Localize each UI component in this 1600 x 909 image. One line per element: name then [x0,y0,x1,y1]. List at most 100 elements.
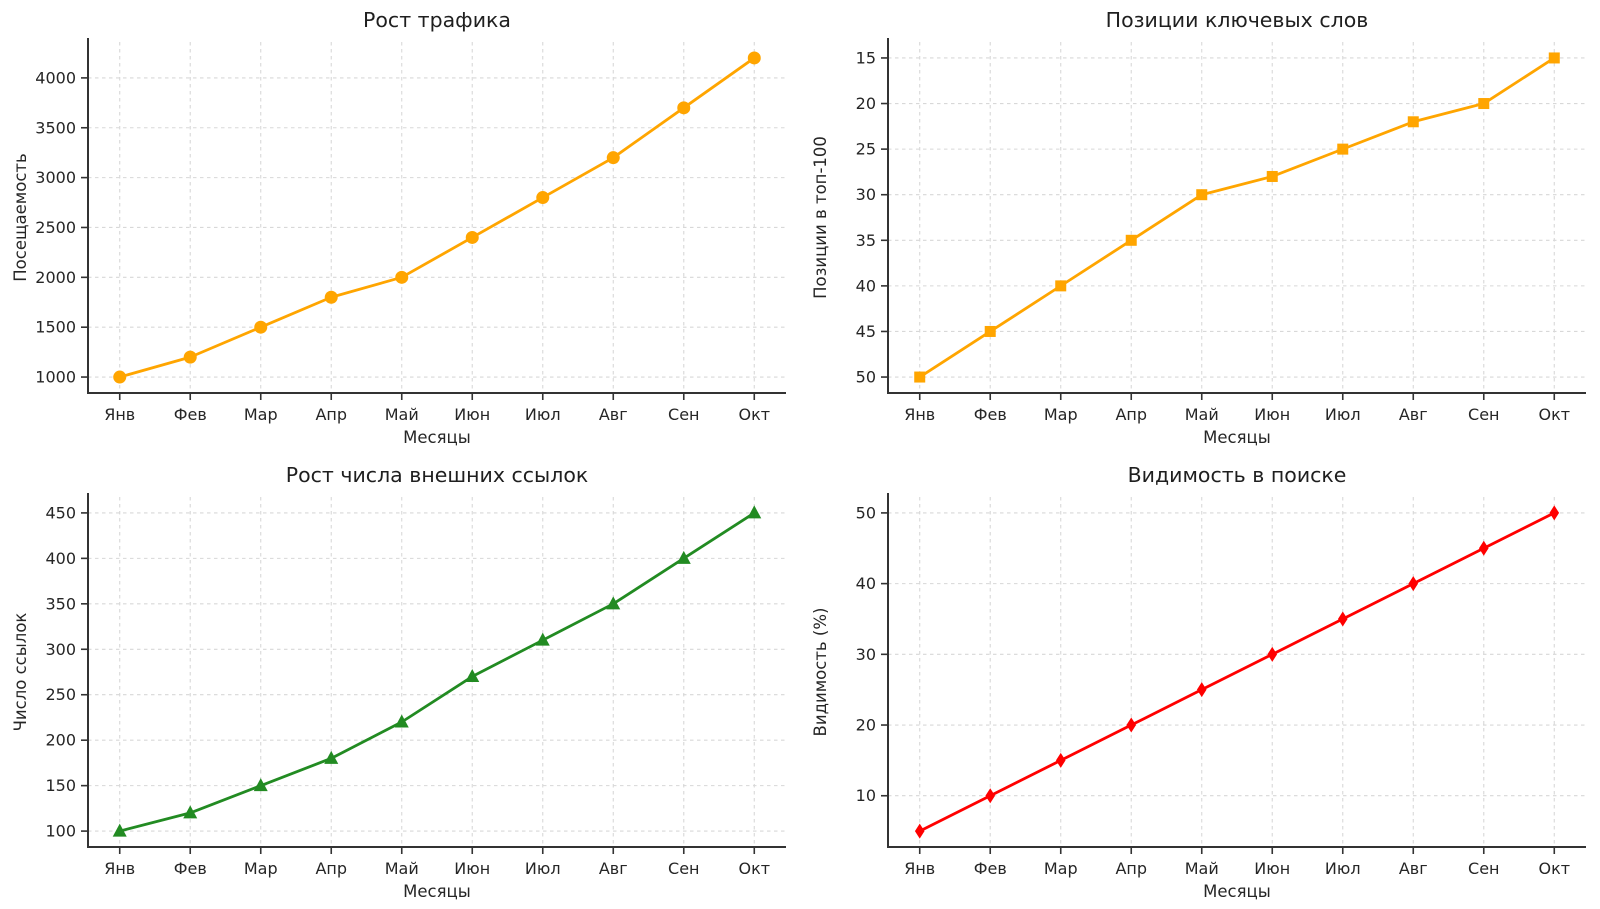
data-point-marker [606,596,621,610]
external-links-chart: 100 150 200 250 300 350 400 450 Янв Фев Мар Апр Май И… [0,455,800,909]
y-axis-tick-label: 150 [45,776,76,795]
x-axis-tick-label: Сен [1468,859,1499,878]
y-axis-tick-label: 200 [45,731,76,750]
x-axis-tick-label: Фев [974,859,1007,878]
y-axis-tick-label: 50 [856,503,876,522]
y-axis-tick-label: 350 [45,594,76,613]
data-point-marker [676,550,691,564]
x-axis-label: Месяцы [403,428,471,447]
x-axis-tick-label: Июл [525,405,561,424]
data-point-marker [113,370,127,384]
x-axis-label: Месяцы [1203,882,1271,901]
x-axis-tick-label: Фев [174,859,207,878]
x-axis-tick-label: Апр [315,405,347,424]
y-axis-tick-label: 40 [856,276,876,295]
x-axis-tick-label: Авг [599,859,628,878]
data-point-marker [1055,280,1067,292]
x-axis-tick-label: Янв [104,859,135,878]
y-axis-tick-label: 30 [856,645,876,664]
tick-marks [81,512,756,854]
y-axis-tick-label: 1500 [35,318,76,337]
data-series-line [918,56,1556,379]
data-point-marker [1548,52,1560,64]
axes-spines [887,493,1586,848]
x-axis-tick-label: Сен [1468,405,1499,424]
data-point-marker [984,325,996,337]
x-axis-tick-label: Янв [104,405,135,424]
y-axis-tick-label: 30 [856,185,876,204]
data-point-marker [1407,116,1419,128]
y-axis-tick-label: 10 [856,786,876,805]
x-axis-tick-label: Мар [244,405,278,424]
y-axis-label: Позиции в топ-100 [811,136,830,299]
y-axis-tick-label: 1000 [35,368,76,387]
data-series-line [118,511,756,833]
y-axis-tick-label: 50 [856,368,876,387]
x-axis-tick-label: Май [1185,405,1219,424]
y-axis-tick-label: 4000 [35,68,76,87]
y-axis-tick-label: 400 [45,549,76,568]
data-point-marker [747,51,761,65]
data-series-markers [914,505,1560,839]
tick-marks [881,512,1556,854]
data-point-marker [253,778,268,792]
data-point-marker [1478,98,1490,110]
y-axis-tick-label: 450 [45,503,76,522]
data-point-marker [465,230,479,244]
x-axis-label: Месяцы [403,882,471,901]
data-point-marker [1408,576,1419,592]
data-point-marker [1055,752,1066,768]
x-axis-tick-label: Июн [1254,859,1290,878]
data-point-marker [1478,540,1489,556]
y-axis-tick-label: 20 [856,716,876,735]
x-axis-tick-label: Окт [738,405,770,424]
x-axis-tick-label: Сен [668,405,699,424]
x-axis-tick-label: Янв [904,859,935,878]
data-series-markers [914,52,1560,383]
y-axis-tick-label: 3500 [35,118,76,137]
x-axis-tick-label: Июл [525,859,561,878]
chart-title: Рост трафика [363,8,511,32]
x-axis-tick-label: Май [1185,859,1219,878]
x-axis-tick-label: Июл [1325,859,1361,878]
data-point-marker [677,101,691,115]
x-axis-tick-label: Фев [974,405,1007,424]
y-axis-tick-label: 40 [856,574,876,593]
data-point-marker [254,320,268,334]
x-axis-tick-label: Апр [315,859,347,878]
y-axis-tick-label: 20 [856,94,876,113]
data-point-marker [985,788,996,804]
y-axis-tick-label: 250 [45,685,76,704]
x-axis-tick-label: Май [385,405,419,424]
x-axis-tick-label: Июн [454,405,490,424]
data-point-marker [465,669,480,683]
data-point-marker [606,151,620,165]
x-axis-tick-label: Июл [1325,405,1361,424]
data-series-markers [113,51,761,384]
y-axis-tick-label: 45 [856,322,876,341]
y-axis-tick-label: 2000 [35,268,76,287]
gridlines [88,497,786,847]
y-axis-tick-label: 2500 [35,218,76,237]
traffic-growth-chart: 1000 1500 2000 2500 3000 3500 4000 Янв Фев Мар Апр… [0,0,800,455]
y-axis-tick-label: 100 [45,822,76,841]
chart-title: Видимость в поиске [1128,463,1347,487]
data-point-marker [1126,717,1137,733]
y-axis-label: Посещаемость [11,153,30,281]
x-axis-label: Месяцы [1203,428,1271,447]
data-point-marker [1196,682,1207,698]
data-point-marker [914,823,925,839]
x-axis-tick-label: Май [385,859,419,878]
x-axis-tick-label: Мар [1044,405,1078,424]
y-axis-tick-label: 3000 [35,168,76,187]
data-point-marker [536,191,550,205]
data-series-markers [112,505,762,837]
x-axis-tick-label: Авг [1399,859,1428,878]
data-point-marker [747,505,762,519]
data-point-marker [183,350,197,364]
x-axis-tick-label: Июн [1254,405,1290,424]
keyword-positions-chart-svg: 15 20 25 30 35 40 45 50 Янв Фев Мар Апр Май Июн Июл Авг… [811,8,1586,447]
x-axis-tick-label: Окт [738,859,770,878]
x-axis-tick-label: Окт [1538,405,1570,424]
